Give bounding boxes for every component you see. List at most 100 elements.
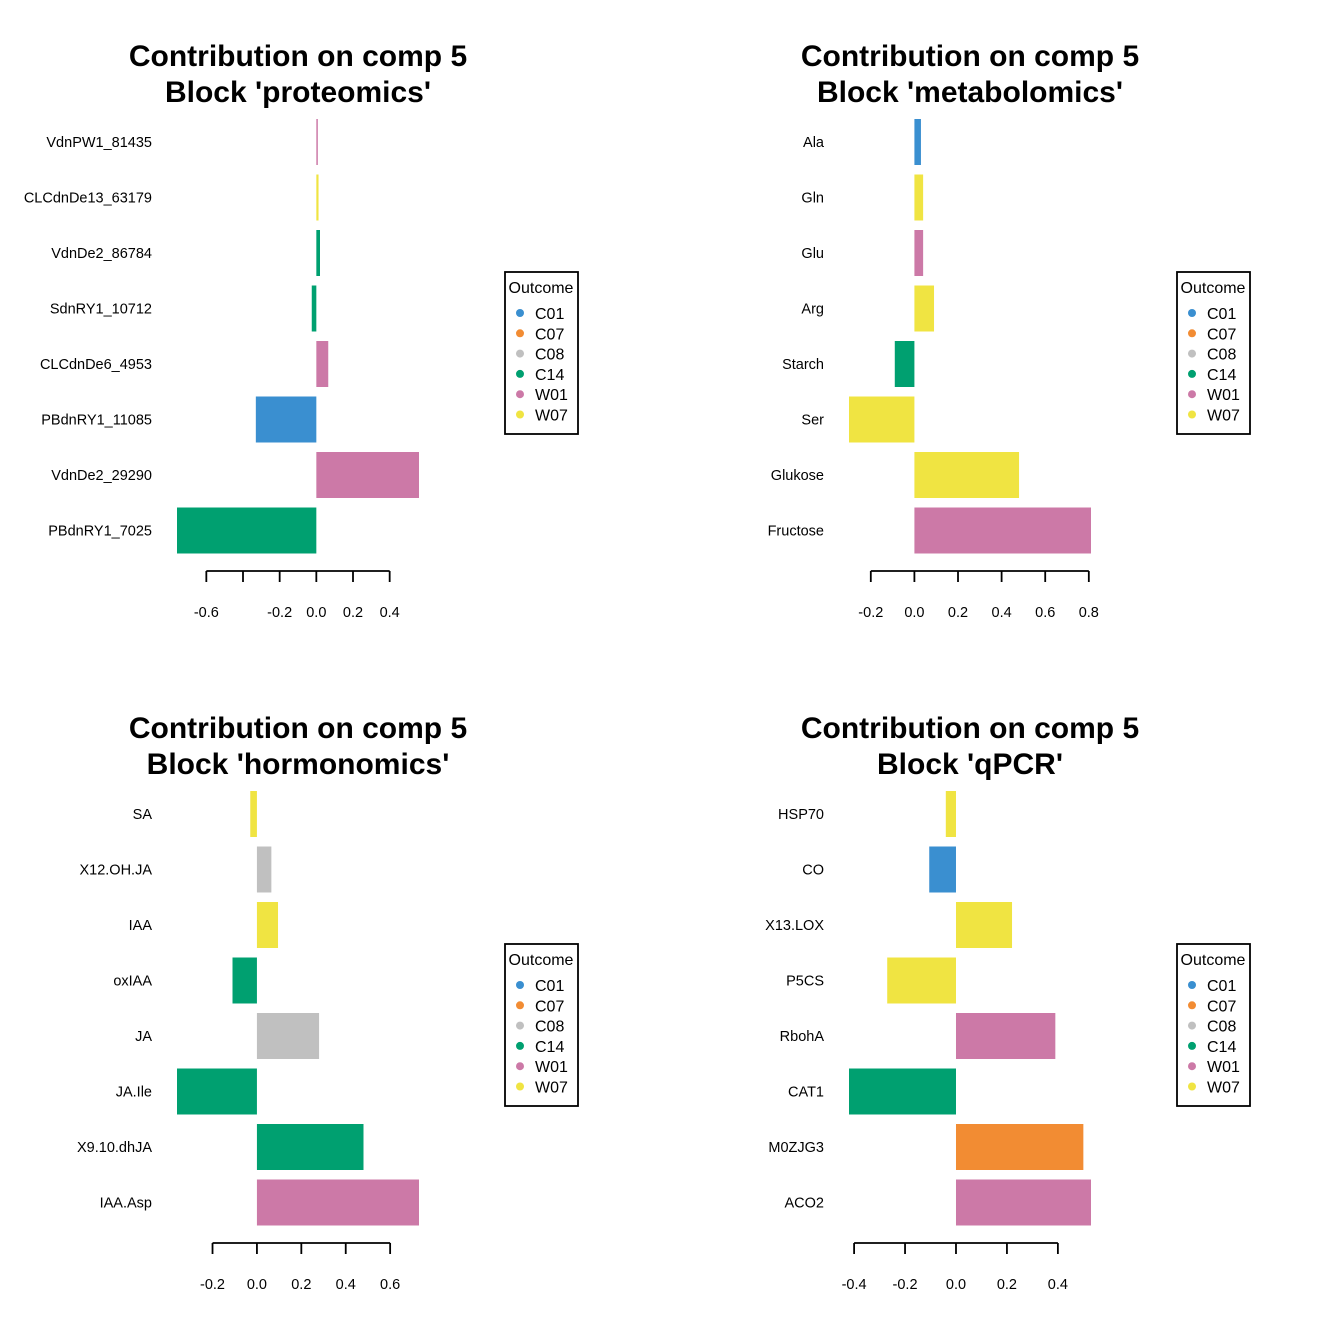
legend-label-C07: C07 — [535, 998, 564, 1015]
legend-label-C07: C07 — [1207, 326, 1236, 343]
bar-X9.10.dhJA — [256, 1124, 364, 1170]
legend-swatch-W07 — [516, 1082, 524, 1091]
bar-CLCdnDe13_63179 — [316, 174, 319, 221]
legend-swatch-C08 — [516, 1021, 524, 1030]
bar-SA — [250, 791, 257, 837]
category-label: Ser — [801, 413, 824, 429]
legend-label-C01: C01 — [535, 978, 564, 995]
x-tick-label: 0.2 — [997, 1277, 1017, 1293]
legend-swatch-C08 — [516, 349, 524, 358]
bar-Ala — [914, 119, 921, 165]
bar-HSP70 — [945, 791, 956, 837]
legend-label-C07: C07 — [535, 326, 564, 343]
legend-swatch-C01 — [1188, 981, 1196, 989]
category-label: PBdnRY1_11085 — [41, 413, 152, 429]
category-label: VdnDe2_29290 — [51, 468, 152, 484]
x-tick-label: 0.0 — [306, 605, 326, 621]
legend-label-W07: W07 — [535, 408, 568, 425]
bar-JA — [256, 1013, 320, 1059]
legend: Outcome C01 C07 C08 C14 W01 W07 — [1176, 271, 1251, 435]
bar-IAA — [256, 902, 279, 948]
bar-VdnDe2_86784 — [316, 230, 320, 276]
bar-oxIAA — [232, 957, 257, 1004]
x-tick-label: -0.2 — [893, 1277, 918, 1293]
x-tick-label: 0.4 — [336, 1277, 356, 1293]
category-label: ACO2 — [785, 1196, 825, 1212]
legend: Outcome C01 C07 C08 C14 W01 W07 — [504, 271, 579, 435]
bar-RbohA — [955, 1013, 1056, 1059]
category-label: X9.10.dhJA — [77, 1140, 152, 1156]
category-label: CAT1 — [788, 1085, 824, 1101]
bar-CO — [929, 846, 956, 893]
legend-label-C01: C01 — [1207, 306, 1236, 323]
legend-label-C01: C01 — [1207, 978, 1236, 995]
legend: Outcome C01 C07 C08 C14 W01 W07 — [1176, 943, 1251, 1107]
legend-label-W07: W07 — [1207, 1080, 1240, 1097]
legend-swatch-W07 — [1188, 1082, 1196, 1091]
category-label: Glu — [801, 246, 824, 262]
legend-title: Outcome — [509, 280, 574, 297]
category-label: Arg — [801, 302, 824, 318]
legend-swatch-W01 — [1188, 390, 1196, 399]
bar-Gln — [914, 174, 924, 221]
x-tick-label: 0.6 — [1035, 605, 1055, 621]
bar-X12.OH.JA — [256, 846, 272, 893]
bar-X13.LOX — [955, 902, 1013, 948]
legend-label-C08: C08 — [1207, 1019, 1236, 1036]
legend-swatch-W01 — [516, 390, 524, 399]
category-label: Glukose — [771, 468, 824, 484]
legend-swatch-C07 — [516, 1001, 524, 1010]
bar-VdnPW1_81435 — [316, 119, 318, 165]
category-label: IAA — [129, 918, 153, 934]
category-label: oxIAA — [113, 974, 152, 990]
bar-IAA.Asp — [256, 1179, 419, 1226]
legend-swatch-C07 — [1188, 1001, 1196, 1010]
category-label: Ala — [803, 135, 825, 151]
bar-Fructose — [914, 507, 1091, 554]
x-tick-label: 0.0 — [946, 1277, 966, 1293]
x-tick-label: 0.0 — [247, 1277, 267, 1293]
category-label: CLCdnDe13_63179 — [24, 191, 152, 207]
chart-title-line-2: Block 'qPCR' — [877, 748, 1063, 781]
legend-swatch-C14 — [516, 369, 524, 378]
x-tick-label: -0.2 — [200, 1277, 225, 1293]
x-tick-label: -0.2 — [858, 605, 883, 621]
x-tick-label: -0.4 — [842, 1277, 867, 1293]
legend-swatch-C01 — [516, 981, 524, 989]
legend-swatch-C14 — [516, 1041, 524, 1050]
x-tick-label: -0.2 — [267, 605, 292, 621]
bar-JA.Ile — [177, 1068, 257, 1115]
category-label: M0ZJG3 — [768, 1140, 824, 1156]
legend-label-C07: C07 — [1207, 998, 1236, 1015]
chart-title-line-2: Block 'proteomics' — [165, 76, 431, 109]
category-label: IAA.Asp — [100, 1196, 152, 1212]
legend-label-C08: C08 — [1207, 347, 1236, 364]
x-tick-label: 0.2 — [948, 605, 968, 621]
category-label: VdnPW1_81435 — [46, 135, 152, 151]
category-label: PBdnRY1_7025 — [48, 524, 152, 540]
category-label: SdnRY1_10712 — [50, 302, 152, 318]
legend-swatch-W01 — [516, 1062, 524, 1071]
legend-title: Outcome — [1181, 280, 1246, 297]
x-tick-label: 0.4 — [992, 605, 1012, 621]
x-tick-label: 0.8 — [1079, 605, 1099, 621]
legend-swatch-C08 — [1188, 349, 1196, 358]
x-tick-label: 0.6 — [380, 1277, 400, 1293]
legend-swatch-C07 — [1188, 329, 1196, 338]
bar-VdnDe2_29290 — [316, 452, 419, 498]
x-tick-label: 0.2 — [291, 1277, 311, 1293]
bar-Arg — [914, 285, 935, 332]
x-tick-label: 0.2 — [343, 605, 363, 621]
bar-PBdnRY1_11085 — [255, 396, 317, 443]
x-tick-label: -0.6 — [194, 605, 219, 621]
legend-swatch-C14 — [1188, 369, 1196, 378]
bar-Ser — [849, 396, 915, 443]
category-label: P5CS — [786, 974, 824, 990]
chart-title-line-2: Block 'metabolomics' — [817, 76, 1123, 109]
chart-title-line-1: Contribution on comp 5 — [801, 40, 1139, 73]
